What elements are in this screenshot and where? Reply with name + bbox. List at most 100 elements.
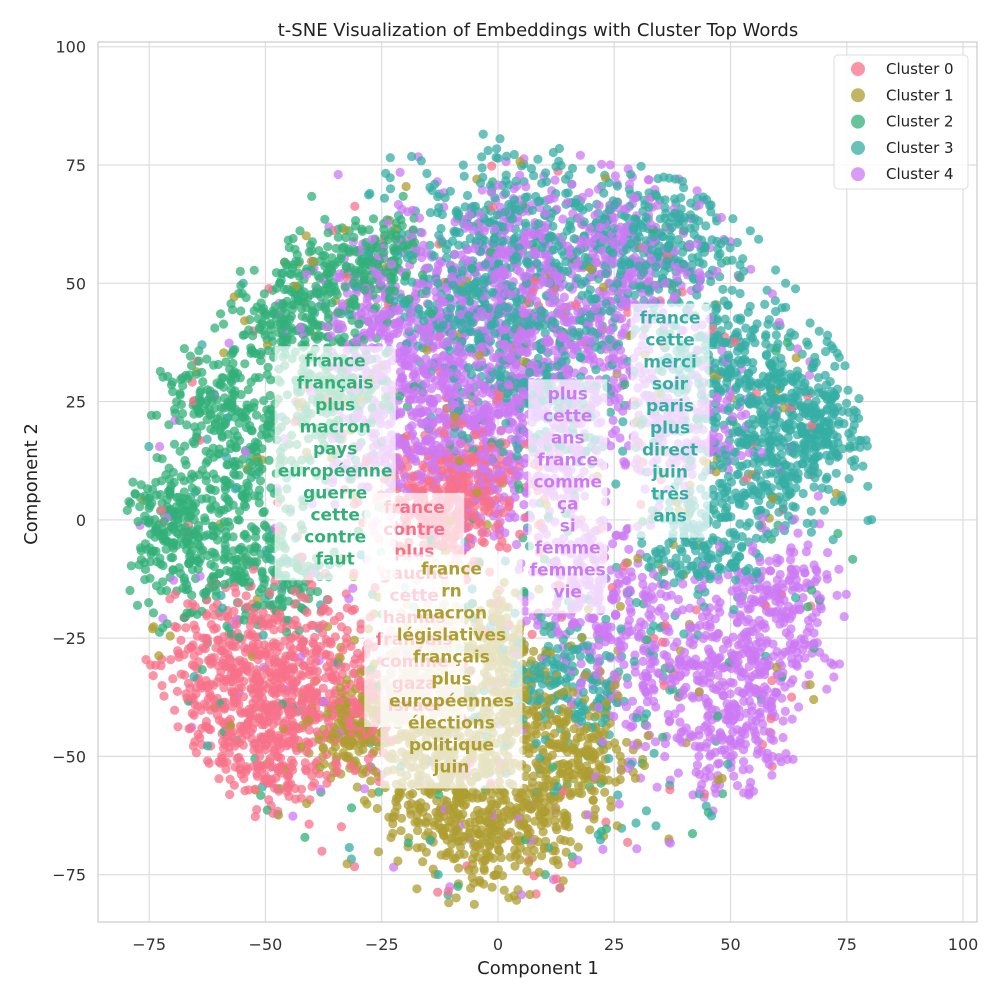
- scatter-point: [527, 292, 537, 302]
- scatter-point: [166, 655, 176, 665]
- scatter-point: [333, 169, 343, 180]
- scatter-point: [244, 325, 254, 335]
- scatter-point: [249, 265, 259, 275]
- scatter-point: [611, 479, 621, 489]
- scatter-point: [830, 361, 840, 371]
- scatter-point: [640, 741, 651, 752]
- scatter-point: [551, 614, 561, 624]
- scatter-point: [385, 153, 395, 163]
- scatter-point: [745, 226, 755, 236]
- scatter-point: [813, 491, 823, 501]
- scatter-point: [288, 811, 298, 821]
- scatter-point: [624, 544, 634, 554]
- scatter-point: [718, 284, 728, 294]
- scatter-point: [210, 501, 220, 511]
- scatter-point: [558, 214, 568, 224]
- scatter-point: [176, 669, 186, 679]
- scatter-point: [372, 803, 382, 814]
- scatter-point: [130, 489, 140, 499]
- scatter-point: [664, 538, 674, 548]
- scatter-point: [715, 598, 725, 608]
- scatter-point: [132, 600, 143, 611]
- scatter-point: [548, 221, 558, 231]
- scatter-point: [156, 476, 167, 486]
- scatter-point: [315, 784, 325, 794]
- scatter-point: [396, 826, 406, 836]
- scatter-point: [492, 144, 502, 154]
- scatter-point: [148, 671, 158, 681]
- scatter-point: [631, 818, 641, 828]
- scatter-point: [521, 182, 531, 192]
- scatter-point: [863, 515, 873, 526]
- scatter-point: [713, 244, 723, 254]
- scatter-point: [575, 150, 586, 160]
- scatter-point: [188, 741, 199, 751]
- scatter-point: [637, 572, 647, 583]
- scatter-point: [830, 496, 840, 507]
- scatter-point: [417, 228, 427, 238]
- scatter-point: [858, 461, 868, 471]
- scatter-point: [787, 659, 797, 669]
- scatter-point: [405, 790, 415, 800]
- scatter-point: [787, 692, 797, 702]
- scatter-point: [829, 672, 839, 682]
- scatter-point: [615, 601, 626, 612]
- scatter-point: [811, 396, 821, 406]
- scatter-point: [618, 417, 628, 427]
- scatter-point: [591, 365, 601, 375]
- scatter-point: [258, 630, 268, 640]
- scatter-point: [148, 608, 159, 618]
- scatter-point: [806, 506, 816, 516]
- scatter-point: [433, 887, 443, 897]
- scatter-point: [287, 755, 297, 765]
- scatter-point: [250, 373, 260, 383]
- scatter-point: [586, 164, 596, 174]
- scatter-point: [125, 585, 135, 596]
- scatter-point: [628, 721, 638, 731]
- scatter-point: [198, 633, 208, 643]
- scatter-point: [203, 756, 213, 766]
- scatter-point: [577, 633, 587, 643]
- scatter-point: [612, 181, 623, 191]
- scatter-point: [606, 795, 616, 805]
- scatter-point: [798, 488, 808, 499]
- scatter-point: [197, 340, 207, 350]
- scatter-point: [728, 214, 738, 224]
- scatter-point: [323, 595, 333, 605]
- scatter-point: [606, 802, 616, 812]
- scatter-point: [588, 795, 598, 805]
- scatter-point: [477, 163, 487, 173]
- scatter-point: [417, 270, 428, 280]
- scatter-point: [181, 623, 191, 633]
- scatter-point: [805, 680, 815, 690]
- scatter-point: [737, 543, 747, 553]
- scatter-point: [610, 171, 621, 181]
- scatter-point: [337, 299, 347, 309]
- scatter-point: [844, 474, 854, 484]
- scatter-point: [468, 854, 478, 864]
- scatter-point: [614, 799, 624, 809]
- scatter-point: [363, 754, 373, 764]
- scatter-point: [510, 512, 520, 523]
- scatter-point: [398, 191, 408, 201]
- scatter-point: [136, 546, 146, 556]
- scatter-point: [510, 861, 520, 871]
- scatter-point: [780, 706, 790, 717]
- scatter-point: [740, 739, 751, 749]
- scatter-point: [340, 282, 350, 292]
- scatter-point: [641, 806, 652, 816]
- scatter-point: [823, 548, 833, 558]
- scatter-point: [793, 528, 803, 538]
- scatter-point: [663, 709, 673, 720]
- scatter-point: [157, 681, 167, 691]
- scatter-point: [148, 624, 158, 634]
- scatter-point: [848, 554, 858, 564]
- scatter-point: [218, 319, 229, 329]
- scatter-point: [165, 631, 175, 641]
- scatter-point: [425, 208, 436, 218]
- scatter-point: [734, 686, 744, 696]
- scatter-point: [460, 202, 470, 212]
- scatter-point: [234, 632, 244, 642]
- scatter-point: [746, 777, 756, 788]
- scatter-point: [732, 781, 743, 791]
